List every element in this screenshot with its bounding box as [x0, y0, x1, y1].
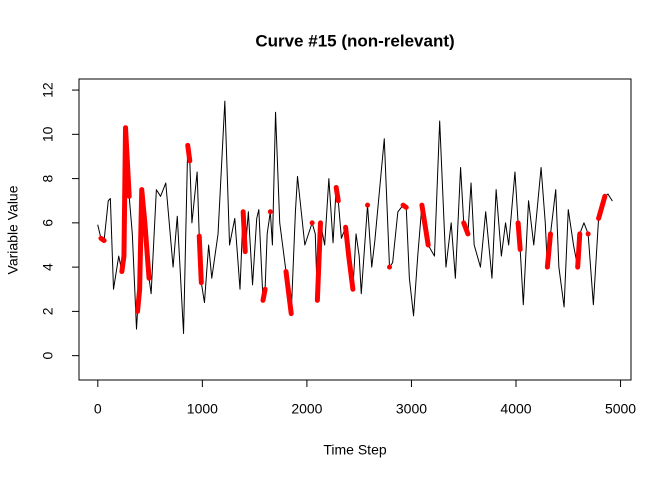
- plot-box: [78, 78, 632, 381]
- y-axis-label: Variable Value: [5, 185, 21, 274]
- series-line: [97, 100, 613, 335]
- y-tick-label: 4: [40, 263, 56, 271]
- x-tick-label: 5000: [605, 401, 636, 417]
- y-tick-label: 12: [40, 82, 56, 98]
- y-tick-label: 6: [40, 219, 56, 227]
- chart-title: Curve #15 (non-relevant): [255, 31, 454, 50]
- x-tick-label: 4000: [500, 401, 531, 417]
- y-tick-label: 10: [40, 126, 56, 142]
- x-tick-label: 1000: [187, 401, 218, 417]
- highlight-line: [98, 125, 608, 317]
- x-tick-label: 0: [94, 401, 102, 417]
- y-tick-label: 8: [40, 174, 56, 182]
- x-tick-label: 3000: [396, 401, 427, 417]
- y-tick-label: 0: [40, 352, 56, 360]
- x-tick-label: 2000: [291, 401, 322, 417]
- x-axis-label: Time Step: [323, 442, 386, 458]
- y-tick-label: 2: [40, 307, 56, 315]
